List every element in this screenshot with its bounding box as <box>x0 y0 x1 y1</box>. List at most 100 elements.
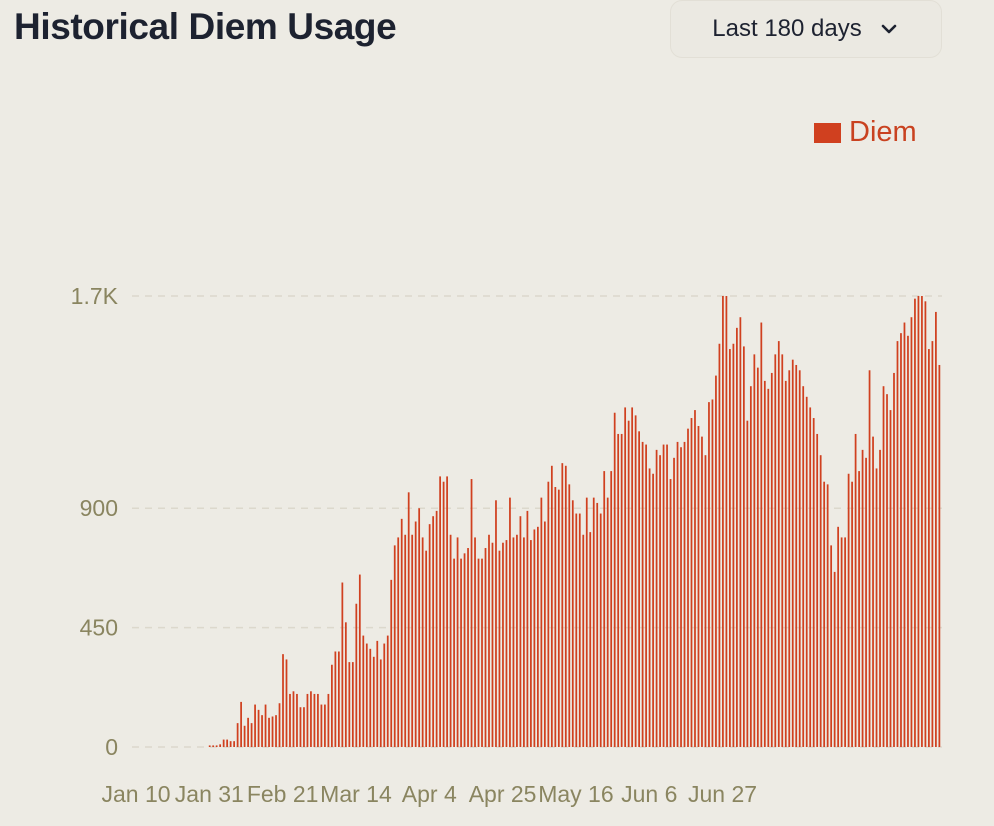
bar[interactable] <box>530 540 532 747</box>
bar[interactable] <box>924 301 927 747</box>
bar[interactable] <box>718 343 721 747</box>
bar[interactable] <box>491 542 494 747</box>
bar[interactable] <box>889 410 892 747</box>
bar[interactable] <box>858 471 860 747</box>
bar[interactable] <box>456 537 459 747</box>
bar[interactable] <box>861 449 864 747</box>
bar[interactable] <box>819 455 822 747</box>
bar[interactable] <box>512 537 515 747</box>
bar[interactable] <box>317 693 319 747</box>
bar[interactable] <box>928 349 930 747</box>
bar[interactable] <box>795 364 798 747</box>
bar[interactable] <box>348 662 351 747</box>
bar[interactable] <box>875 468 878 747</box>
bar[interactable] <box>236 723 239 747</box>
bar[interactable] <box>365 643 368 747</box>
bar[interactable] <box>732 343 735 747</box>
bar[interactable] <box>872 436 874 747</box>
bar[interactable] <box>910 317 913 747</box>
bar[interactable] <box>344 622 347 747</box>
bar[interactable] <box>802 386 805 747</box>
bar[interactable] <box>320 704 323 747</box>
bar[interactable] <box>334 651 337 747</box>
bar[interactable] <box>376 640 379 747</box>
bar[interactable] <box>781 354 784 747</box>
bar[interactable] <box>571 500 574 747</box>
bar[interactable] <box>680 447 682 747</box>
bar[interactable] <box>337 651 340 747</box>
bar[interactable] <box>379 659 382 747</box>
bar[interactable] <box>844 537 846 747</box>
bar[interactable] <box>739 317 742 747</box>
bar[interactable] <box>610 471 613 747</box>
bar[interactable] <box>331 664 333 747</box>
bar[interactable] <box>400 518 403 747</box>
bar[interactable] <box>435 510 438 747</box>
bar[interactable] <box>421 537 424 747</box>
bar[interactable] <box>439 476 441 747</box>
bar[interactable] <box>638 431 640 747</box>
bar[interactable] <box>715 375 717 747</box>
bar[interactable] <box>355 603 358 747</box>
bar[interactable] <box>219 744 222 747</box>
bar[interactable] <box>652 473 654 747</box>
bar[interactable] <box>226 739 229 747</box>
bar[interactable] <box>243 725 246 747</box>
bar[interactable] <box>240 701 242 747</box>
bar[interactable] <box>582 534 585 747</box>
bar[interactable] <box>690 418 693 747</box>
bar[interactable] <box>285 659 288 747</box>
bar[interactable] <box>893 372 895 747</box>
bar[interactable] <box>215 745 218 747</box>
bar[interactable] <box>254 704 256 747</box>
bar[interactable] <box>250 723 253 747</box>
bar[interactable] <box>372 656 375 747</box>
bar[interactable] <box>763 380 766 747</box>
bar[interactable] <box>540 497 543 747</box>
bar[interactable] <box>725 296 728 747</box>
bar[interactable] <box>854 433 857 747</box>
bar[interactable] <box>847 473 850 747</box>
bar[interactable] <box>470 479 473 747</box>
bar[interactable] <box>760 322 763 747</box>
bar[interactable] <box>516 534 518 747</box>
bar[interactable] <box>523 537 525 747</box>
bar[interactable] <box>903 322 906 747</box>
bar[interactable] <box>613 412 616 747</box>
bar[interactable] <box>704 455 707 747</box>
bar[interactable] <box>411 534 414 747</box>
bar[interactable] <box>791 359 794 747</box>
bar[interactable] <box>358 574 361 747</box>
bar[interactable] <box>495 500 497 747</box>
bar[interactable] <box>442 481 445 747</box>
bar[interactable] <box>299 707 302 747</box>
bar[interactable] <box>463 553 466 747</box>
bar[interactable] <box>488 534 490 747</box>
bar[interactable] <box>289 693 291 747</box>
bar[interactable] <box>742 346 745 747</box>
bar[interactable] <box>561 463 564 747</box>
bar[interactable] <box>938 364 941 747</box>
bar[interactable] <box>676 441 679 747</box>
bar[interactable] <box>659 455 661 747</box>
bar[interactable] <box>662 444 665 747</box>
bar[interactable] <box>397 537 400 747</box>
bar[interactable] <box>599 513 602 747</box>
bar[interactable] <box>809 407 812 747</box>
bar[interactable] <box>393 545 396 747</box>
bar[interactable] <box>722 296 724 747</box>
bar[interactable] <box>617 433 620 747</box>
bar[interactable] <box>557 489 560 747</box>
bar[interactable] <box>596 502 599 747</box>
bar[interactable] <box>575 513 578 747</box>
bar[interactable] <box>502 542 504 747</box>
bar[interactable] <box>313 693 316 747</box>
bar[interactable] <box>921 296 923 747</box>
bar[interactable] <box>568 484 571 747</box>
bar[interactable] <box>606 497 609 747</box>
bar[interactable] <box>453 558 455 747</box>
bar[interactable] <box>407 492 410 747</box>
bar[interactable] <box>386 635 389 747</box>
bar[interactable] <box>823 481 826 747</box>
bar[interactable] <box>222 739 225 747</box>
